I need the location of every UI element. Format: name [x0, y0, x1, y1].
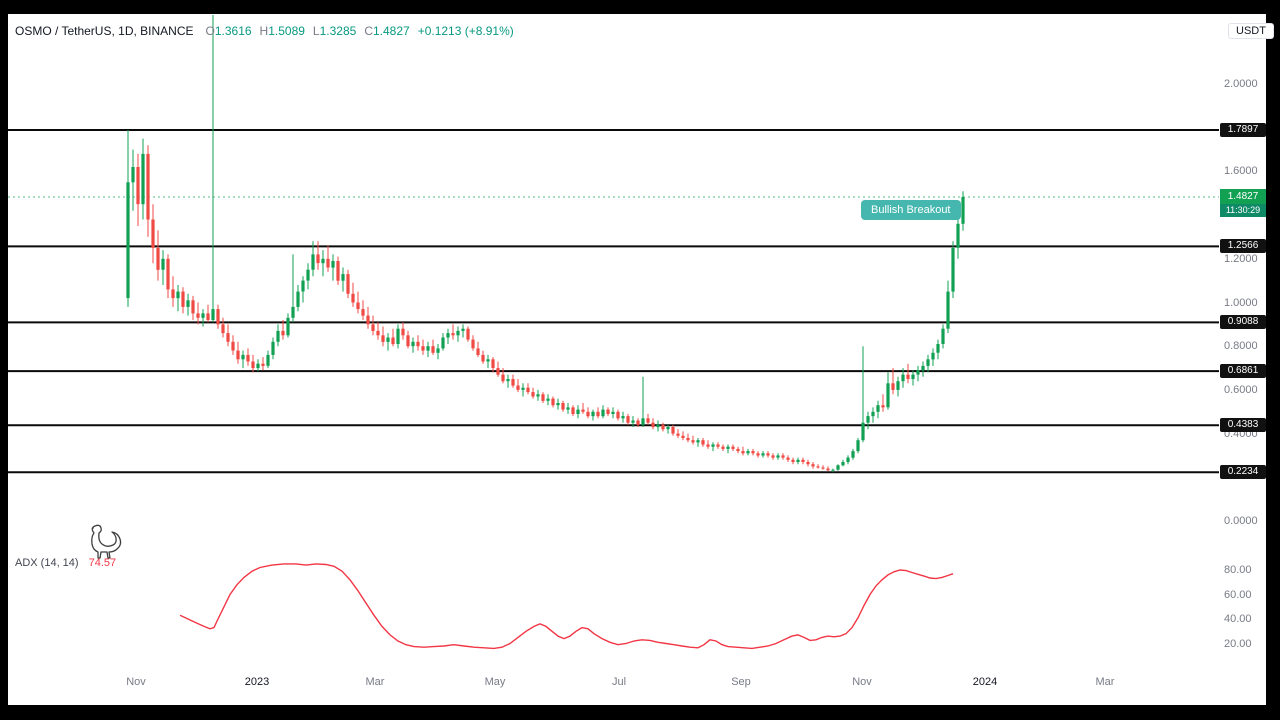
low-label: L: [312, 24, 320, 38]
open-value: 1.3616: [214, 24, 252, 38]
change-value: +0.1213 (+8.91%): [417, 24, 514, 38]
indicator-name[interactable]: ADX (14, 14): [15, 557, 79, 569]
price-scale[interactable]: [1219, 14, 1266, 672]
close-label: C: [364, 24, 373, 38]
open-label: O: [205, 24, 215, 38]
time-scale[interactable]: [8, 672, 1219, 705]
bullish-breakout-label[interactable]: Bullish Breakout: [861, 200, 961, 220]
indicator-value: 74.57: [88, 557, 117, 569]
symbol-title[interactable]: OSMO / TetherUS, 1D, BINANCE: [15, 24, 194, 38]
close-value: 1.4827: [372, 24, 410, 38]
high-label: H: [259, 24, 269, 38]
low-value: 1.3285: [319, 24, 357, 38]
symbol-legend: OSMO / TetherUS, 1D, BINANCE O1.3616 H1.50…: [15, 24, 514, 38]
currency-usdt-button[interactable]: USDT: [1228, 23, 1274, 39]
indicator-legend: ADX (14, 14) 74.57: [15, 557, 116, 569]
high-value: 1.5089: [268, 24, 305, 38]
chart-pane[interactable]: [8, 45, 1219, 672]
